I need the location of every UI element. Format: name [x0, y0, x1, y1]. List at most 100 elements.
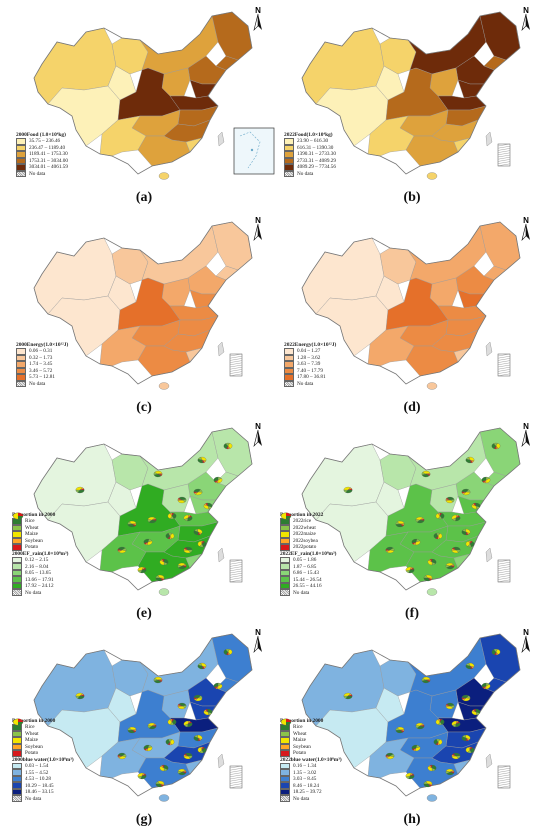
no-data-label: No data: [29, 170, 46, 177]
crop-proportion-pie: [415, 516, 425, 524]
crop-proportion-pie: [177, 562, 187, 570]
no-data-label: No data: [25, 795, 42, 802]
map-legend: Proportion in 2000 Rice Wheat Maize Soybean P…: [12, 718, 74, 802]
legend-swatch: [280, 750, 290, 757]
legend-class-label: 5.73 – 12.81: [29, 374, 55, 381]
legend-class-label: 0.04 – 1.27: [297, 348, 321, 355]
crop-legend-label: 2022potato: [293, 544, 317, 551]
crop-legend-label: 2022wheat: [293, 524, 316, 531]
legend-swatch: [280, 730, 290, 738]
legend-swatch: [12, 524, 22, 532]
crop-legend-item: Potato: [12, 750, 74, 757]
north-arrow-icon: N: [518, 6, 534, 34]
crop-proportion-pie: [405, 772, 415, 780]
panel-caption: (e): [136, 606, 152, 621]
map-panel: N Proportion in 2000 Rice Wheat Maize Soybean…: [12, 420, 277, 626]
legend-class-item: 236.47 – 1189.40: [16, 144, 68, 152]
no-data-swatch: [12, 589, 22, 596]
crop-proportion-pie: [153, 676, 163, 684]
crop-proportion-pie: [385, 546, 395, 554]
crop-legend-item: Potato: [12, 544, 68, 551]
crop-proportion-pie: [433, 532, 443, 540]
north-label: N: [255, 422, 261, 431]
legend-swatch: [16, 367, 26, 375]
hainan-region: [158, 794, 170, 802]
crop-legend-item: Maize: [12, 531, 68, 538]
crop-proportion-pie: [223, 442, 233, 450]
no-data-label: No data: [297, 170, 314, 177]
legend-swatch: [280, 762, 290, 770]
crop-legend-label: Rice: [25, 724, 35, 731]
map-panel: N 2000Food (1.0×10⁴kg) 35.75 – 236.46 236.4…: [12, 4, 277, 210]
south-china-sea-inset: [497, 765, 511, 789]
legend-class-item: 1.28 – 3.62: [284, 354, 336, 362]
china-map: [33, 221, 253, 390]
legend-title: 2000Energy(1.0×10¹²J): [16, 342, 69, 348]
legend-class-label: 1753.31 – 3034.00: [29, 157, 68, 164]
map-legend: Proportion in 2000 Rice Wheat Maize Soybean P…: [12, 512, 68, 596]
taiwan-region: [217, 547, 225, 563]
legend-swatch: [280, 563, 290, 570]
crop-proportion-pie: [197, 456, 207, 464]
legend-class-item: 1189.41 – 1753.30: [16, 151, 68, 158]
pie-legend-title: Proportion in 2000: [12, 512, 56, 518]
north-label: N: [255, 6, 261, 15]
legend-class-label: 0.32 – 1.73: [29, 354, 53, 361]
taiwan-region: [485, 753, 493, 769]
crop-proportion-pie: [465, 456, 475, 464]
legend-class-item: 0.12 – 2.15: [12, 556, 68, 564]
no-data-swatch: [16, 380, 26, 388]
legend-class-label: 2733.31 – 4089.29: [297, 157, 336, 164]
crop-proportion-pie: [421, 676, 431, 684]
legend-class-label: 0.12 – 2.15: [25, 557, 49, 564]
province-region: [107, 275, 137, 311]
panel-caption: (g): [135, 812, 153, 827]
crop-proportion-pie: [155, 780, 165, 788]
china-map: [301, 221, 521, 390]
legend-class-item: 1390.31 – 2733.30: [284, 151, 336, 158]
legend-class-label: 0.16 – 1.34: [293, 763, 317, 770]
crop-proportion-pie: [491, 442, 501, 450]
legend-swatch: [12, 762, 22, 770]
north-arrow-icon: N: [250, 6, 266, 34]
legend-class-label: 15.44 – 26.54: [293, 576, 322, 583]
crop-proportion-pie: [193, 528, 203, 536]
map-legend: 2000Food (1.0×10⁴kg) 35.75 – 236.46 236.47…: [16, 132, 68, 178]
crop-proportion-pie: [155, 574, 165, 582]
province-region: [99, 325, 147, 367]
legend-swatch: [12, 788, 22, 796]
legend-swatch: [280, 537, 290, 545]
crop-legend-label: Maize: [293, 737, 306, 744]
legend-class-item: 17.92 – 24.12: [12, 582, 68, 590]
crop-proportion-pie: [385, 752, 395, 760]
crop-legend-item: Potato: [280, 750, 342, 757]
south-china-sea-inset: [229, 559, 243, 583]
province-region: [367, 325, 415, 367]
south-china-sea-inset: [497, 353, 511, 377]
map-legend: 2022Food(1.0×10⁴kg) 23.90 – 616.30 616.31 …: [284, 132, 336, 178]
crop-proportion-pie: [117, 752, 127, 760]
legend-swatch: [16, 151, 26, 158]
crop-legend-label: Maize: [25, 531, 38, 538]
crop-proportion-pie: [491, 648, 501, 656]
crop-proportion-pie: [183, 514, 193, 522]
legend-class-item: 8.05 – 13.65: [12, 569, 68, 577]
crop-proportion-pie: [465, 540, 475, 548]
province-region: [107, 687, 137, 723]
province-region: [375, 687, 405, 723]
pie-legend-title: Proportion in 2022: [280, 512, 324, 518]
taiwan-region: [217, 341, 225, 357]
crop-proportion-pie: [451, 752, 461, 760]
legend-class-item: 0.03 – 1.54: [12, 762, 74, 770]
crop-proportion-pie: [461, 528, 471, 536]
south-china-sea-inset: [497, 143, 511, 167]
legend-swatch: [12, 737, 22, 744]
china-map: [301, 427, 521, 596]
legend-swatch: [280, 737, 290, 744]
legend-class-item: 0.04 – 1.27: [284, 348, 336, 355]
country-outline: [33, 427, 253, 591]
hainan-region: [158, 588, 170, 596]
crop-proportion-pie: [435, 512, 445, 520]
legend-swatch: [16, 157, 26, 165]
legend-no-data-item: No data: [16, 170, 68, 178]
